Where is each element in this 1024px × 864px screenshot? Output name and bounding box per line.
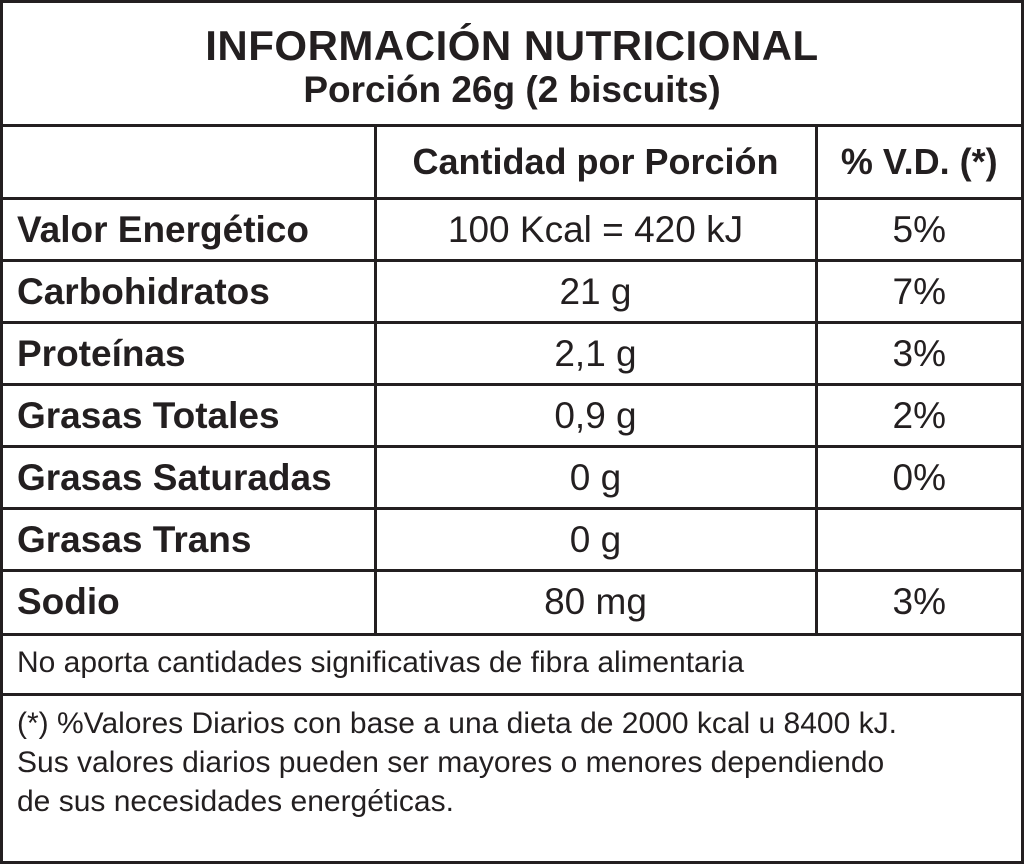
daily-value-footnote: (*) %Valores Diarios con base a una diet…: [3, 692, 1021, 821]
table-row: Grasas Saturadas 0 g 0%: [3, 445, 1021, 509]
footnote-line: (*) %Valores Diarios con base a una diet…: [17, 706, 897, 740]
fiber-note: No aporta cantidades significativas de f…: [3, 632, 1021, 693]
label-header: INFORMACIÓN NUTRICIONAL Porción 26g (2 b…: [3, 3, 1021, 127]
nutrient-amount: 0 g: [373, 445, 816, 509]
nutrient-name: Valor Energético: [3, 197, 375, 261]
nutrient-daily-value: 0%: [814, 445, 1021, 509]
nutrient-amount: 80 mg: [373, 569, 816, 633]
nutrient-amount: 0 g: [373, 507, 816, 571]
nutrient-amount: 0,9 g: [373, 383, 816, 447]
footnote-line: Sus valores diarios pueden ser mayores o…: [17, 745, 885, 779]
nutrient-name: Grasas Totales: [3, 383, 375, 447]
table-row: Grasas Trans 0 g: [3, 507, 1021, 571]
label-title: INFORMACIÓN NUTRICIONAL: [205, 22, 819, 69]
nutrient-daily-value: 5%: [814, 197, 1021, 261]
table-row: Grasas Totales 0,9 g 2%: [3, 383, 1021, 447]
nutrient-name: Proteínas: [3, 321, 375, 385]
nutrient-daily-value: [814, 507, 1021, 571]
nutrient-name: Sodio: [3, 569, 375, 633]
nutrient-name: Carbohidratos: [3, 259, 375, 323]
table-row: Carbohidratos 21 g 7%: [3, 259, 1021, 323]
nutrient-daily-value: 3%: [814, 321, 1021, 385]
nutrition-table: Cantidad por Porción % V.D. (*) Valor En…: [3, 127, 1021, 633]
nutrient-amount: 2,1 g: [373, 321, 816, 385]
nutrient-daily-value: 7%: [814, 259, 1021, 323]
footnote-line: de sus necesidades energéticas.: [17, 784, 454, 818]
nutrient-daily-value: 3%: [814, 569, 1021, 633]
nutrient-amount: 100 Kcal = 420 kJ: [373, 197, 816, 261]
nutrient-name: Grasas Saturadas: [3, 445, 375, 509]
nutrient-amount: 21 g: [373, 259, 816, 323]
table-row: Sodio 80 mg 3%: [3, 569, 1021, 633]
table-row: Proteínas 2,1 g 3%: [3, 321, 1021, 385]
table-row: Valor Energético 100 Kcal = 420 kJ 5%: [3, 197, 1021, 261]
nutrient-daily-value: 2%: [814, 383, 1021, 447]
nutrient-name: Grasas Trans: [3, 507, 375, 571]
serving-size: Porción 26g (2 biscuits): [303, 69, 721, 110]
table-header-row: Cantidad por Porción % V.D. (*): [3, 127, 1021, 199]
column-header-daily-value: % V.D. (*): [814, 127, 1021, 199]
column-header-nutrient: [3, 127, 375, 199]
column-header-amount: Cantidad por Porción: [373, 127, 816, 199]
